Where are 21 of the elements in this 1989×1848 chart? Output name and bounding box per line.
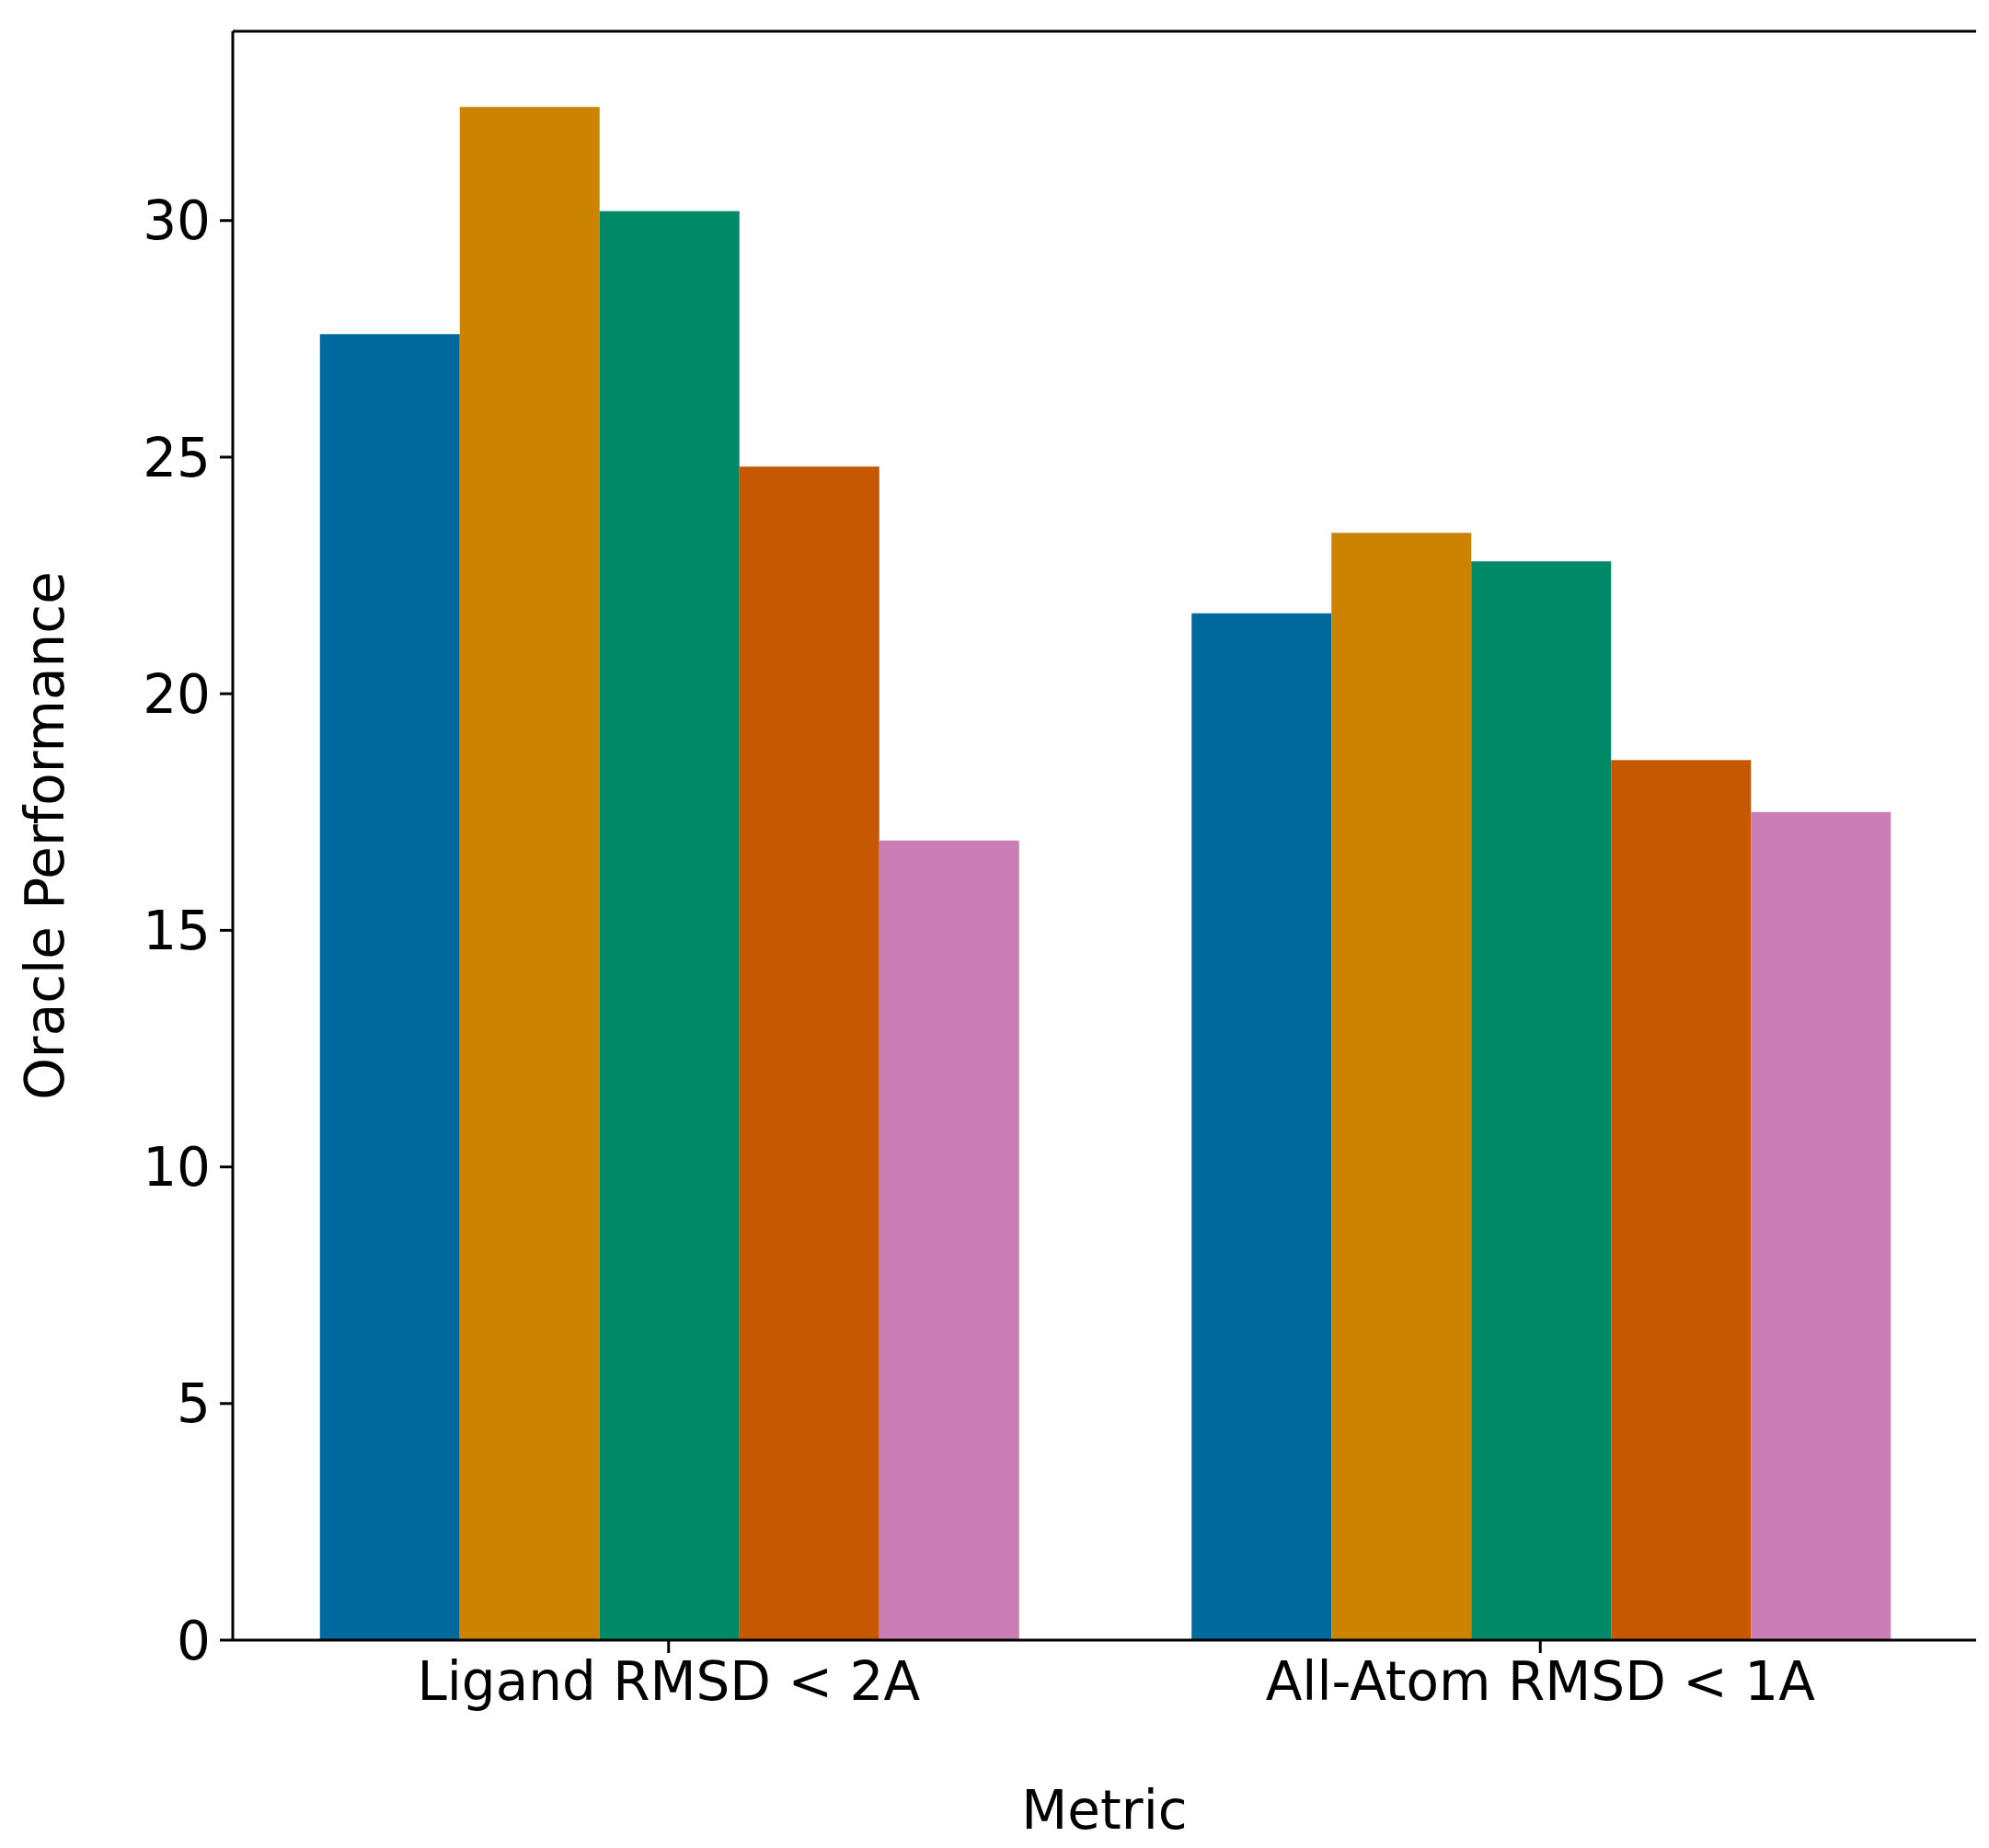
- y-tick-label: 20: [143, 662, 211, 726]
- bar: [879, 840, 1019, 1640]
- y-axis-title: Oracle Performance: [13, 571, 76, 1100]
- x-tick-label: Ligand RMSD < 2A: [417, 1650, 921, 1714]
- bar: [1471, 561, 1612, 1640]
- bar: [1191, 613, 1332, 1640]
- y-tick-label: 30: [143, 189, 211, 253]
- bar: [1751, 811, 1891, 1640]
- bar: [459, 107, 600, 1640]
- y-tick-label: 5: [177, 1372, 211, 1436]
- y-tick-label: 0: [177, 1609, 211, 1672]
- bar: [319, 334, 460, 1640]
- x-tick-label: All-Atom RMSD < 1A: [1265, 1650, 1816, 1714]
- bar: [1331, 533, 1472, 1640]
- bar: [599, 211, 740, 1640]
- bar: [739, 466, 880, 1640]
- x-axis-title: Metric: [1021, 1779, 1188, 1842]
- y-tick-label: 15: [143, 899, 211, 962]
- bar: [1611, 760, 1752, 1640]
- y-tick-label: 10: [143, 1136, 211, 1199]
- y-tick-label: 25: [143, 426, 211, 489]
